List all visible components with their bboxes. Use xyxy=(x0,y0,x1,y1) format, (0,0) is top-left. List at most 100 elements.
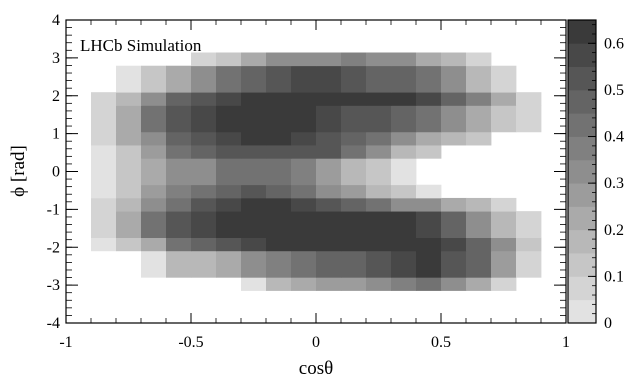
heatmap-cell xyxy=(291,277,317,291)
y-tick-label: -4 xyxy=(47,315,60,332)
colorbar-cell xyxy=(568,276,596,301)
colorbar-cell xyxy=(568,253,596,277)
heatmap-cell xyxy=(366,52,392,67)
experiment-label: LHCb Simulation xyxy=(80,36,202,55)
heatmap-cell xyxy=(266,237,292,252)
heatmap-cell xyxy=(191,65,217,93)
heatmap-cell xyxy=(366,65,392,93)
heatmap-cell xyxy=(341,131,367,146)
colorbar-cell xyxy=(568,206,596,231)
heatmap-cell xyxy=(166,145,192,159)
heatmap-cell xyxy=(166,250,192,278)
heatmap-cell xyxy=(316,158,342,186)
heatmap-cell xyxy=(391,158,417,186)
heatmap-cell xyxy=(191,52,217,67)
heatmap-cell xyxy=(166,211,192,238)
heatmap-cell xyxy=(516,211,542,238)
heatmap-cell xyxy=(166,105,192,133)
heatmap-cell xyxy=(116,65,142,93)
colorbar-frame xyxy=(567,19,597,324)
y-tick-label: 4 xyxy=(52,12,60,29)
y-tick-label: -1 xyxy=(47,201,60,218)
y-axis-title: ϕ [rad] xyxy=(8,145,29,197)
heatmap-cell xyxy=(91,237,117,252)
heatmap-cell xyxy=(391,145,417,159)
heatmap-cell xyxy=(316,197,342,212)
heatmap-cell xyxy=(441,52,467,67)
heatmap-cell xyxy=(441,197,467,212)
heatmap-cell xyxy=(491,92,517,106)
heatmap-cell xyxy=(316,277,342,291)
heatmap-cell xyxy=(216,184,242,199)
colorbar-ticks: 0 0.1 0.2 0.3 0.4 0.5 0.6 xyxy=(588,24,624,332)
heatmap-cell xyxy=(491,65,517,93)
heatmap-cell xyxy=(191,131,217,146)
y-tick-label: -2 xyxy=(47,239,60,256)
heatmap-cell xyxy=(466,52,492,67)
heatmap-cell xyxy=(116,145,142,159)
colorbar-cell xyxy=(568,66,596,91)
heatmap-cell xyxy=(266,105,292,133)
heatmap-cell xyxy=(416,52,442,67)
heatmap-cell xyxy=(116,211,142,238)
heatmap-cell xyxy=(391,131,417,146)
heatmap-cell xyxy=(241,197,267,212)
heatmap-cell xyxy=(166,92,192,106)
heatmap-cell xyxy=(266,145,292,159)
x-tick-label: -1 xyxy=(59,334,72,351)
heatmap-cell xyxy=(491,237,517,252)
heatmap-cell xyxy=(141,131,167,146)
heatmap-cell xyxy=(316,184,342,199)
heatmap-cell xyxy=(441,92,467,106)
heatmap-cell xyxy=(266,197,292,212)
heatmap-cell xyxy=(366,197,392,212)
colorbar-cell xyxy=(568,20,596,44)
heatmap-cell xyxy=(316,237,342,252)
heatmap-cell xyxy=(416,131,442,146)
heatmap-cell xyxy=(141,184,167,199)
heatmap-cell xyxy=(266,211,292,238)
heatmap-cell xyxy=(191,105,217,133)
heatmap-cell xyxy=(366,237,392,252)
heatmap-cell xyxy=(341,105,367,133)
heatmap-cell xyxy=(291,131,317,146)
heatmap-cell xyxy=(241,105,267,133)
heatmap-cell xyxy=(316,145,342,159)
heatmap-cell xyxy=(166,184,192,199)
heatmap-cell xyxy=(141,237,167,252)
y-tick-label: 2 xyxy=(52,88,60,105)
heatmap-cell xyxy=(341,237,367,252)
heatmap-cell xyxy=(391,277,417,291)
heatmap-cell xyxy=(316,65,342,93)
heatmap-cell xyxy=(441,277,467,291)
heatmap-cell xyxy=(341,277,367,291)
colorbar-cell xyxy=(568,89,596,114)
heatmap-cell xyxy=(266,250,292,278)
heatmap-cell xyxy=(516,92,542,106)
heatmap-cell xyxy=(216,105,242,133)
heatmap-cell xyxy=(441,131,467,146)
heatmap-cell xyxy=(266,184,292,199)
heatmap-cell xyxy=(491,277,517,291)
heatmap-cell xyxy=(391,197,417,212)
heatmap-cell xyxy=(266,52,292,67)
heatmap-cell xyxy=(266,65,292,93)
heatmap-cell xyxy=(316,92,342,106)
heatmap-cell xyxy=(366,92,392,106)
heatmap-cell xyxy=(391,211,417,238)
heatmap-cell xyxy=(91,184,117,199)
plot-area: -1 -0.5 0 0.5 1 -4 -3 -2 -1 0 1 2 3 4 xyxy=(47,12,570,351)
heatmap-cell xyxy=(116,158,142,186)
heatmap-cell xyxy=(491,211,517,238)
heatmap-cell xyxy=(416,197,442,212)
heatmap-cell xyxy=(116,237,142,252)
heatmap-cell xyxy=(141,211,167,238)
colorbar-cell xyxy=(568,229,596,254)
heatmap-cell xyxy=(91,145,117,159)
heatmap-cell xyxy=(516,105,542,133)
x-tick-label: 1 xyxy=(562,334,570,351)
heatmap-cell xyxy=(416,105,442,133)
heatmap-cell xyxy=(216,131,242,146)
heatmap-cell xyxy=(91,211,117,238)
heatmap-cell xyxy=(316,211,342,238)
